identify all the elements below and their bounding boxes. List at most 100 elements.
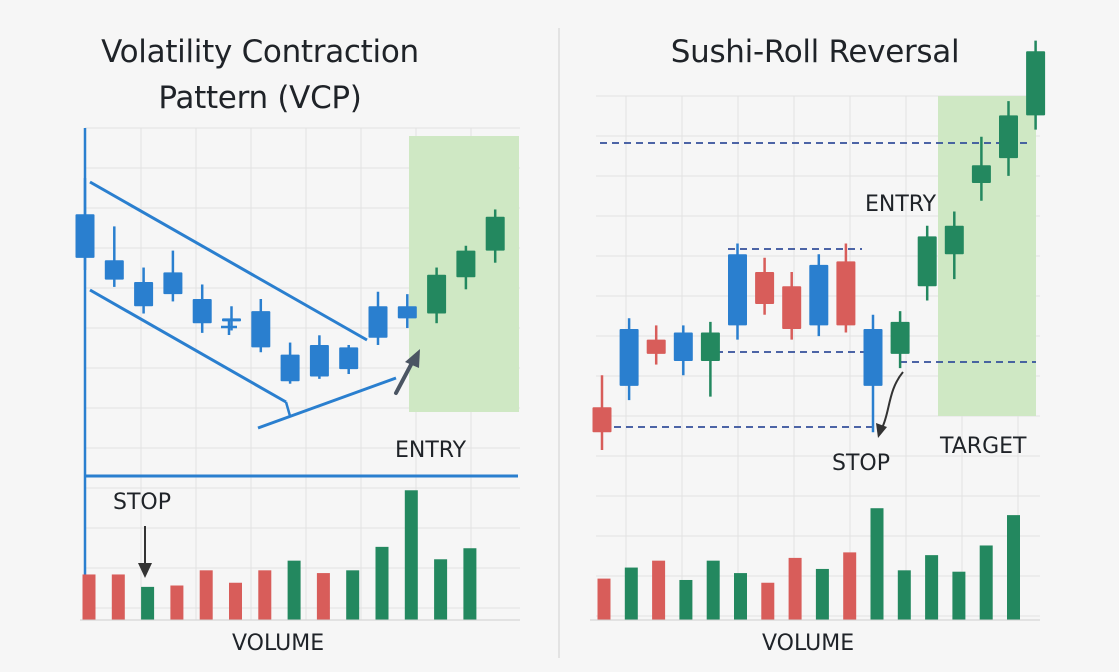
candle-body bbox=[251, 311, 271, 348]
candle bbox=[339, 344, 359, 375]
candle-body bbox=[104, 260, 124, 280]
vcp-title-line-1: Volatility Contraction bbox=[101, 34, 419, 70]
candle-body bbox=[339, 347, 359, 370]
candle-body bbox=[192, 299, 212, 324]
volume-bar bbox=[375, 546, 389, 620]
candle-body bbox=[619, 328, 639, 386]
candle bbox=[456, 245, 476, 290]
volume-bar bbox=[897, 570, 911, 620]
candle-body bbox=[280, 354, 300, 382]
vcp-chart-title: Volatility Contraction Pattern (VCP) bbox=[50, 29, 470, 121]
candle-body bbox=[890, 321, 910, 354]
candle-body bbox=[863, 328, 883, 386]
entry-arrow-icon bbox=[394, 349, 420, 395]
vcp-base-tick bbox=[284, 401, 292, 417]
candle-body bbox=[163, 272, 183, 295]
volume-bar bbox=[82, 574, 96, 620]
vcp-lower-trendline bbox=[89, 288, 287, 404]
candle bbox=[971, 136, 991, 201]
volume-bar bbox=[346, 570, 360, 620]
candle-body bbox=[646, 339, 666, 354]
candle bbox=[134, 267, 154, 314]
candle bbox=[309, 335, 329, 379]
volume-bar bbox=[652, 560, 666, 620]
candle bbox=[944, 211, 964, 280]
candle-body bbox=[485, 216, 505, 251]
candle bbox=[890, 311, 910, 369]
candle bbox=[427, 267, 447, 324]
candle bbox=[104, 226, 124, 287]
candle-body bbox=[782, 286, 802, 329]
sushi-target-label: TARGET bbox=[940, 434, 1027, 459]
candle bbox=[673, 325, 693, 376]
volume-bar bbox=[624, 567, 638, 620]
candle bbox=[222, 306, 241, 331]
sushi-stop-arrow-icon bbox=[876, 371, 904, 438]
volume-bar bbox=[258, 570, 272, 620]
candle-body bbox=[700, 332, 720, 361]
stop-arrow-icon bbox=[138, 526, 152, 578]
panel-divider bbox=[558, 28, 560, 658]
candle bbox=[485, 209, 505, 263]
candle-body bbox=[755, 272, 775, 305]
candle bbox=[782, 272, 802, 340]
candle bbox=[280, 342, 300, 384]
volume-bar bbox=[404, 490, 418, 620]
sushi-candles bbox=[592, 40, 1046, 450]
vcp-base-trendline bbox=[257, 376, 397, 430]
sushi-entry-label: ENTRY bbox=[865, 192, 937, 217]
candle-body bbox=[134, 282, 154, 307]
volume-bar bbox=[199, 570, 213, 620]
candle bbox=[75, 178, 95, 270]
candle-body bbox=[809, 264, 829, 326]
volume-bar bbox=[679, 579, 693, 620]
volume-bar bbox=[434, 559, 448, 620]
volume-bar bbox=[111, 574, 125, 620]
candle-body bbox=[368, 306, 388, 338]
candle-body bbox=[592, 407, 612, 433]
volume-bar bbox=[463, 548, 477, 620]
candle-body bbox=[222, 318, 241, 322]
candle-body bbox=[456, 250, 476, 278]
volume-bar bbox=[761, 582, 775, 620]
volume-bar bbox=[170, 585, 184, 620]
sushi-stop-label: STOP bbox=[832, 451, 890, 476]
candle bbox=[999, 101, 1018, 176]
volume-bar bbox=[597, 578, 611, 620]
volume-bar bbox=[925, 555, 939, 620]
candle-body bbox=[427, 274, 447, 314]
candle bbox=[809, 254, 829, 337]
candle bbox=[700, 321, 720, 397]
volume-bar bbox=[952, 571, 966, 620]
candle bbox=[863, 314, 883, 433]
candle bbox=[1026, 40, 1046, 130]
volume-bar bbox=[706, 560, 720, 620]
sushi-chart-title: Sushi-Roll Reversal bbox=[670, 34, 960, 70]
candle-body bbox=[309, 344, 329, 377]
vcp-plus-marker bbox=[221, 319, 237, 335]
candle-body bbox=[971, 165, 991, 183]
candle-body bbox=[75, 214, 95, 258]
volume-bar bbox=[1007, 515, 1020, 620]
volume-bar bbox=[843, 552, 857, 620]
sushi-volume-bars bbox=[597, 508, 1020, 620]
candle-body bbox=[728, 254, 747, 326]
vcp-candles bbox=[75, 178, 505, 384]
volume-bar bbox=[870, 508, 884, 620]
volume-bar bbox=[287, 560, 301, 620]
candle-body bbox=[944, 225, 964, 255]
sushi-target-zone bbox=[938, 96, 1036, 416]
candle bbox=[192, 284, 212, 333]
candle bbox=[646, 325, 666, 365]
candle bbox=[728, 243, 747, 340]
volume-bar bbox=[316, 573, 330, 620]
volume-bar bbox=[229, 582, 242, 620]
volume-bar bbox=[141, 586, 155, 620]
candle-body bbox=[397, 306, 417, 319]
vcp-title-line-2: Pattern (VCP) bbox=[158, 80, 362, 116]
volume-bar bbox=[734, 573, 747, 620]
candle-body bbox=[673, 332, 693, 361]
candle-body bbox=[1026, 51, 1046, 116]
volume-bar bbox=[979, 545, 993, 620]
